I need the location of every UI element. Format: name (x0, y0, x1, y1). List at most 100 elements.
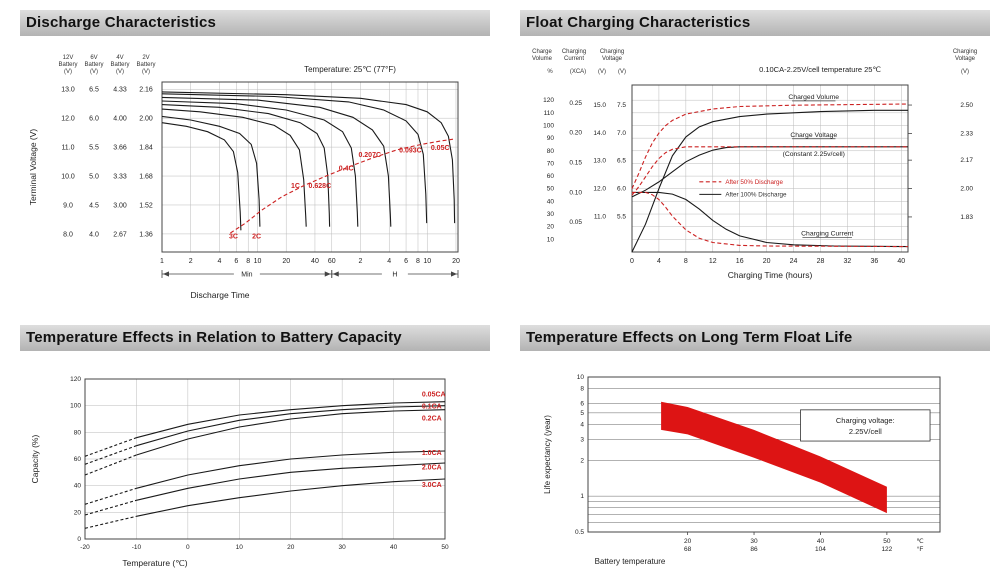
svg-text:6.5: 6.5 (89, 87, 99, 94)
svg-text:(V): (V) (116, 69, 124, 75)
svg-text:8: 8 (246, 258, 250, 265)
svg-text:86: 86 (750, 546, 758, 553)
svg-text:1: 1 (580, 493, 584, 500)
svg-text:6: 6 (580, 400, 584, 407)
svg-text:(V): (V) (64, 69, 72, 75)
svg-text:0.2CA: 0.2CA (422, 415, 442, 422)
float-charging-chart: Charge Volume% 120 110 100 90 80 70 60 50 40 30 20 10… (520, 42, 990, 312)
svg-text:3.66: 3.66 (113, 145, 127, 152)
svg-text:Battery temperature: Battery temperature (595, 557, 666, 566)
svg-text:0.207C: 0.207C (358, 152, 381, 159)
svg-text:4.5: 4.5 (89, 202, 99, 209)
svg-text:10: 10 (236, 544, 244, 551)
svg-text:12.0: 12.0 (61, 116, 75, 123)
svg-text:Capacity (%): Capacity (%) (30, 435, 40, 484)
svg-text:0: 0 (630, 258, 634, 265)
svg-text:Charging Current: Charging Current (801, 230, 853, 237)
svg-text:0.25: 0.25 (569, 100, 582, 107)
temperature-capacity-chart: 0 20 40 60 80 100 120 -20 -10 0 10 20 30 40 50 0.05CA 0.… (20, 357, 490, 582)
svg-text:8: 8 (684, 258, 688, 265)
svg-text:10: 10 (254, 258, 262, 265)
svg-text:1.68: 1.68 (139, 174, 153, 181)
svg-text:32: 32 (844, 258, 852, 265)
svg-text:30: 30 (339, 544, 347, 551)
svg-text:Discharge Time: Discharge Time (190, 290, 249, 300)
section-title-temp-capacity: Temperature Effects in Relation to Batte… (20, 325, 490, 351)
svg-text:0.1CA: 0.1CA (422, 403, 442, 410)
svg-text:℃: ℃ (916, 538, 924, 545)
svg-text:0.628C: 0.628C (309, 183, 332, 190)
svg-text:36: 36 (870, 258, 878, 265)
svg-text:4.0: 4.0 (89, 231, 99, 238)
svg-text:1.83: 1.83 (960, 214, 973, 221)
svg-text:3.00: 3.00 (113, 202, 127, 209)
svg-text:60: 60 (547, 173, 555, 180)
svg-text:122: 122 (881, 546, 892, 553)
svg-text:4: 4 (218, 258, 222, 265)
svg-text:2.0CA: 2.0CA (422, 465, 442, 472)
svg-text:4.00: 4.00 (113, 116, 127, 123)
svg-text:20: 20 (684, 538, 692, 545)
svg-text:10: 10 (547, 236, 555, 243)
svg-text:Life expectancy (year): Life expectancy (year) (543, 415, 552, 494)
svg-text:Battery: Battery (136, 62, 155, 68)
svg-text:20: 20 (547, 224, 555, 231)
svg-text:0.20: 0.20 (569, 130, 582, 137)
temperature-effects-float-life-svg: Charging voltage:2.25V/cell1086543210.52… (543, 374, 941, 566)
svg-text:3: 3 (580, 436, 584, 443)
section-discharge-characteristics: Discharge Characteristics 12V Battery (V) 1… (20, 10, 490, 312)
svg-text:Battery: Battery (110, 62, 129, 68)
svg-text:1.36: 1.36 (139, 231, 153, 238)
svg-text:20: 20 (287, 544, 295, 551)
svg-text:(V): (V) (961, 69, 969, 75)
svg-text:6: 6 (404, 258, 408, 265)
svg-text:5.0: 5.0 (89, 174, 99, 181)
svg-text:11.0: 11.0 (594, 213, 607, 220)
svg-text:0.05: 0.05 (569, 219, 582, 226)
svg-text:6V: 6V (90, 55, 97, 61)
svg-text:50: 50 (883, 538, 891, 545)
section-temp-float-life: Temperature Effects on Long Term Float L… (520, 325, 990, 582)
svg-text:8: 8 (580, 386, 584, 393)
svg-text:2.25V/cell: 2.25V/cell (849, 427, 882, 436)
temperature-float-life-chart: Charging voltage: 2.25V/cell 10 8 6 5 4 3 2 1 0.5 2… (520, 357, 990, 582)
svg-text:2.00: 2.00 (960, 186, 973, 193)
svg-text:9.0: 9.0 (63, 202, 73, 209)
svg-text:30: 30 (750, 538, 758, 545)
svg-text:2: 2 (189, 258, 193, 265)
svg-text:120: 120 (543, 97, 554, 104)
svg-text:13.0: 13.0 (593, 158, 606, 165)
svg-text:4V: 4V (116, 55, 123, 61)
svg-text:24: 24 (790, 258, 798, 265)
svg-text:5: 5 (580, 410, 584, 417)
svg-text:0: 0 (186, 544, 190, 551)
discharge-characteristics-chart: 12V Battery (V) 13.0 12.0 11.0 10.0 9.0 8.0 6V Bat… (20, 42, 490, 312)
svg-text:Temperature: 25℃ (77°F): Temperature: 25℃ (77°F) (304, 65, 396, 74)
svg-text:80: 80 (547, 148, 555, 155)
svg-text:3.0CA: 3.0CA (422, 482, 442, 489)
svg-text:Charging: Charging (600, 49, 624, 55)
svg-text:1.52: 1.52 (139, 202, 153, 209)
svg-text:After 50% Discharge: After 50% Discharge (725, 179, 783, 186)
svg-text:70: 70 (547, 160, 555, 167)
svg-text:5.5: 5.5 (89, 145, 99, 152)
svg-text:Current: Current (564, 56, 584, 62)
svg-text:1C: 1C (291, 183, 300, 190)
svg-text:2C: 2C (252, 233, 261, 240)
svg-text:Voltage: Voltage (602, 56, 623, 62)
section-title-discharge-characteristics: Discharge Characteristics (20, 10, 490, 36)
svg-text:Temperature (℃): Temperature (℃) (122, 558, 187, 568)
discharge-characteristics-svg: 12VBattery(V)13.012.011.010.09.08.06VBat… (28, 55, 460, 300)
svg-text:-10: -10 (132, 544, 142, 551)
svg-text:60: 60 (74, 456, 82, 463)
svg-text:30: 30 (547, 211, 555, 218)
svg-text:2.00: 2.00 (139, 116, 153, 123)
svg-text:Charge Voltage: Charge Voltage (790, 132, 837, 139)
svg-text:6.0: 6.0 (617, 186, 626, 193)
svg-text:(Constant 2.25v/cell): (Constant 2.25v/cell) (783, 151, 845, 158)
svg-text:50: 50 (441, 544, 449, 551)
svg-text:2.16: 2.16 (139, 87, 153, 94)
svg-text:11.0: 11.0 (61, 145, 74, 152)
svg-text:7.5: 7.5 (617, 102, 626, 109)
